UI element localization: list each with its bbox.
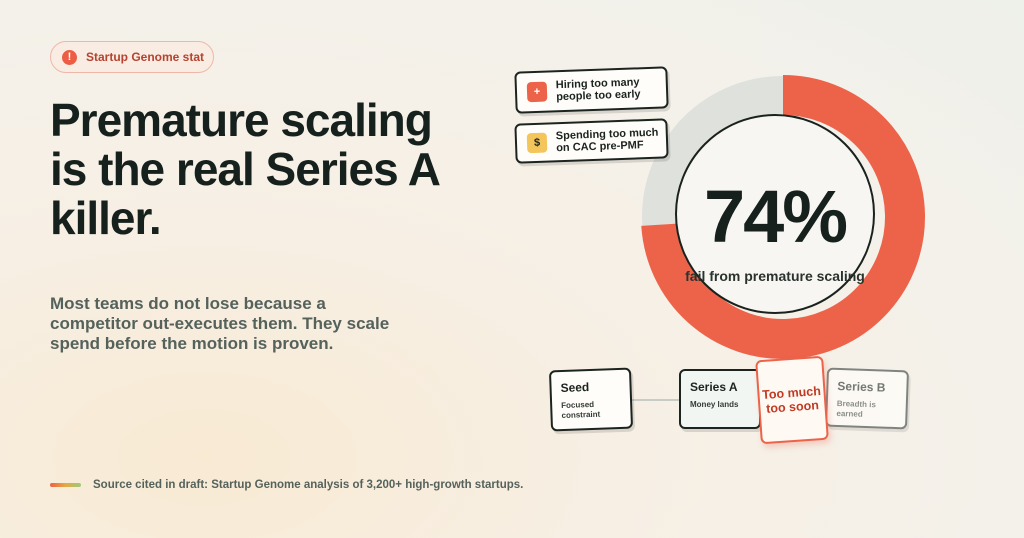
stage-title: Seed <box>560 380 590 396</box>
stat-source-badge: ! Startup Genome stat <box>50 41 214 73</box>
alert-icon: ! <box>62 49 77 65</box>
stage-series-b: Series B Breadth is earned <box>824 367 910 430</box>
dollar-icon: $ <box>526 132 548 154</box>
donut-ring <box>641 75 925 359</box>
source-note: Source cited in draft: Startup Genome an… <box>50 479 523 491</box>
headline: Premature scaling is the real Series A k… <box>50 94 439 244</box>
source-text: Source cited in draft: Startup Genome an… <box>93 479 524 491</box>
callout-text: Hiring too many people too early <box>555 76 641 104</box>
donut-center: 74% fail from premature scaling <box>675 114 875 314</box>
stat-value: 74% <box>703 175 848 258</box>
badge-label: Startup Genome stat <box>86 50 205 64</box>
stat-label: fail from premature scaling <box>685 268 865 284</box>
stage-title: Series B <box>837 378 886 395</box>
stage-series-a: Series A Money lands <box>679 369 761 429</box>
stage-desc: Focused constraint <box>561 399 601 421</box>
callout-hiring: + Hiring too many people too early <box>514 66 669 114</box>
stage-desc: Money lands <box>690 400 739 409</box>
stage-seed: Seed Focused constraint <box>548 367 634 432</box>
callout-cac: $ Spending too much on CAC pre-PMF <box>514 118 669 164</box>
timeline-line <box>630 399 682 401</box>
donut-fill <box>641 75 925 359</box>
callout-text: Spending too much on CAC pre-PMF <box>555 126 659 155</box>
donut-chart: 74% fail from premature scaling <box>640 74 926 360</box>
warning-text: Too much too soon <box>761 383 822 416</box>
subtext: Most teams do not lose because a competi… <box>50 294 390 353</box>
stage-desc: Breadth is earned <box>836 398 877 419</box>
warning-card: Too much too soon <box>755 355 829 445</box>
stage-title: Series A <box>690 380 738 394</box>
gradient-bar <box>50 483 81 487</box>
plus-icon: + <box>526 81 548 103</box>
